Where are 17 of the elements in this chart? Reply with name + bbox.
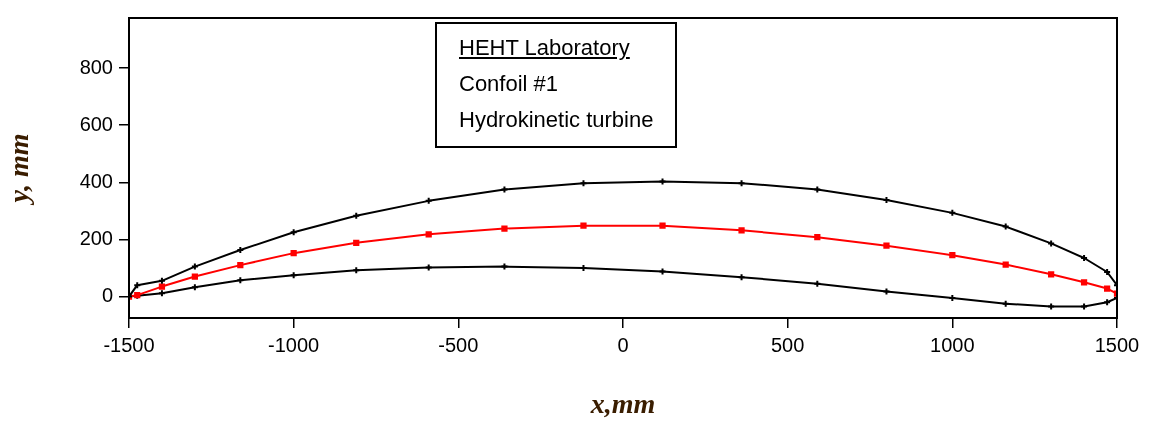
x-tick-label: -1500 bbox=[103, 333, 155, 356]
x-tick-label: 1000 bbox=[930, 333, 975, 356]
x-tick-label: -500 bbox=[438, 333, 479, 356]
y-tick-label: 400 bbox=[79, 169, 113, 192]
annotation: HEHT Laboratory bbox=[459, 34, 631, 62]
y-tick-label: 800 bbox=[79, 55, 113, 78]
x-tick-label: 1500 bbox=[1094, 333, 1140, 356]
x-tick-label: -1000 bbox=[268, 333, 320, 356]
x-tick-label: 500 bbox=[770, 333, 805, 356]
y-tick-label: 600 bbox=[79, 112, 113, 135]
x-tick-label: 0 bbox=[617, 333, 629, 356]
y-axis-title: y, mm bbox=[3, 133, 35, 206]
x-axis-title: x,mm bbox=[589, 388, 656, 420]
annotation: Hydrokinetic turbine bbox=[459, 106, 654, 134]
y-tick-label: 200 bbox=[79, 226, 113, 249]
annotation: Confoil #1 bbox=[459, 70, 560, 98]
y-tick-label: 0 bbox=[101, 284, 113, 307]
